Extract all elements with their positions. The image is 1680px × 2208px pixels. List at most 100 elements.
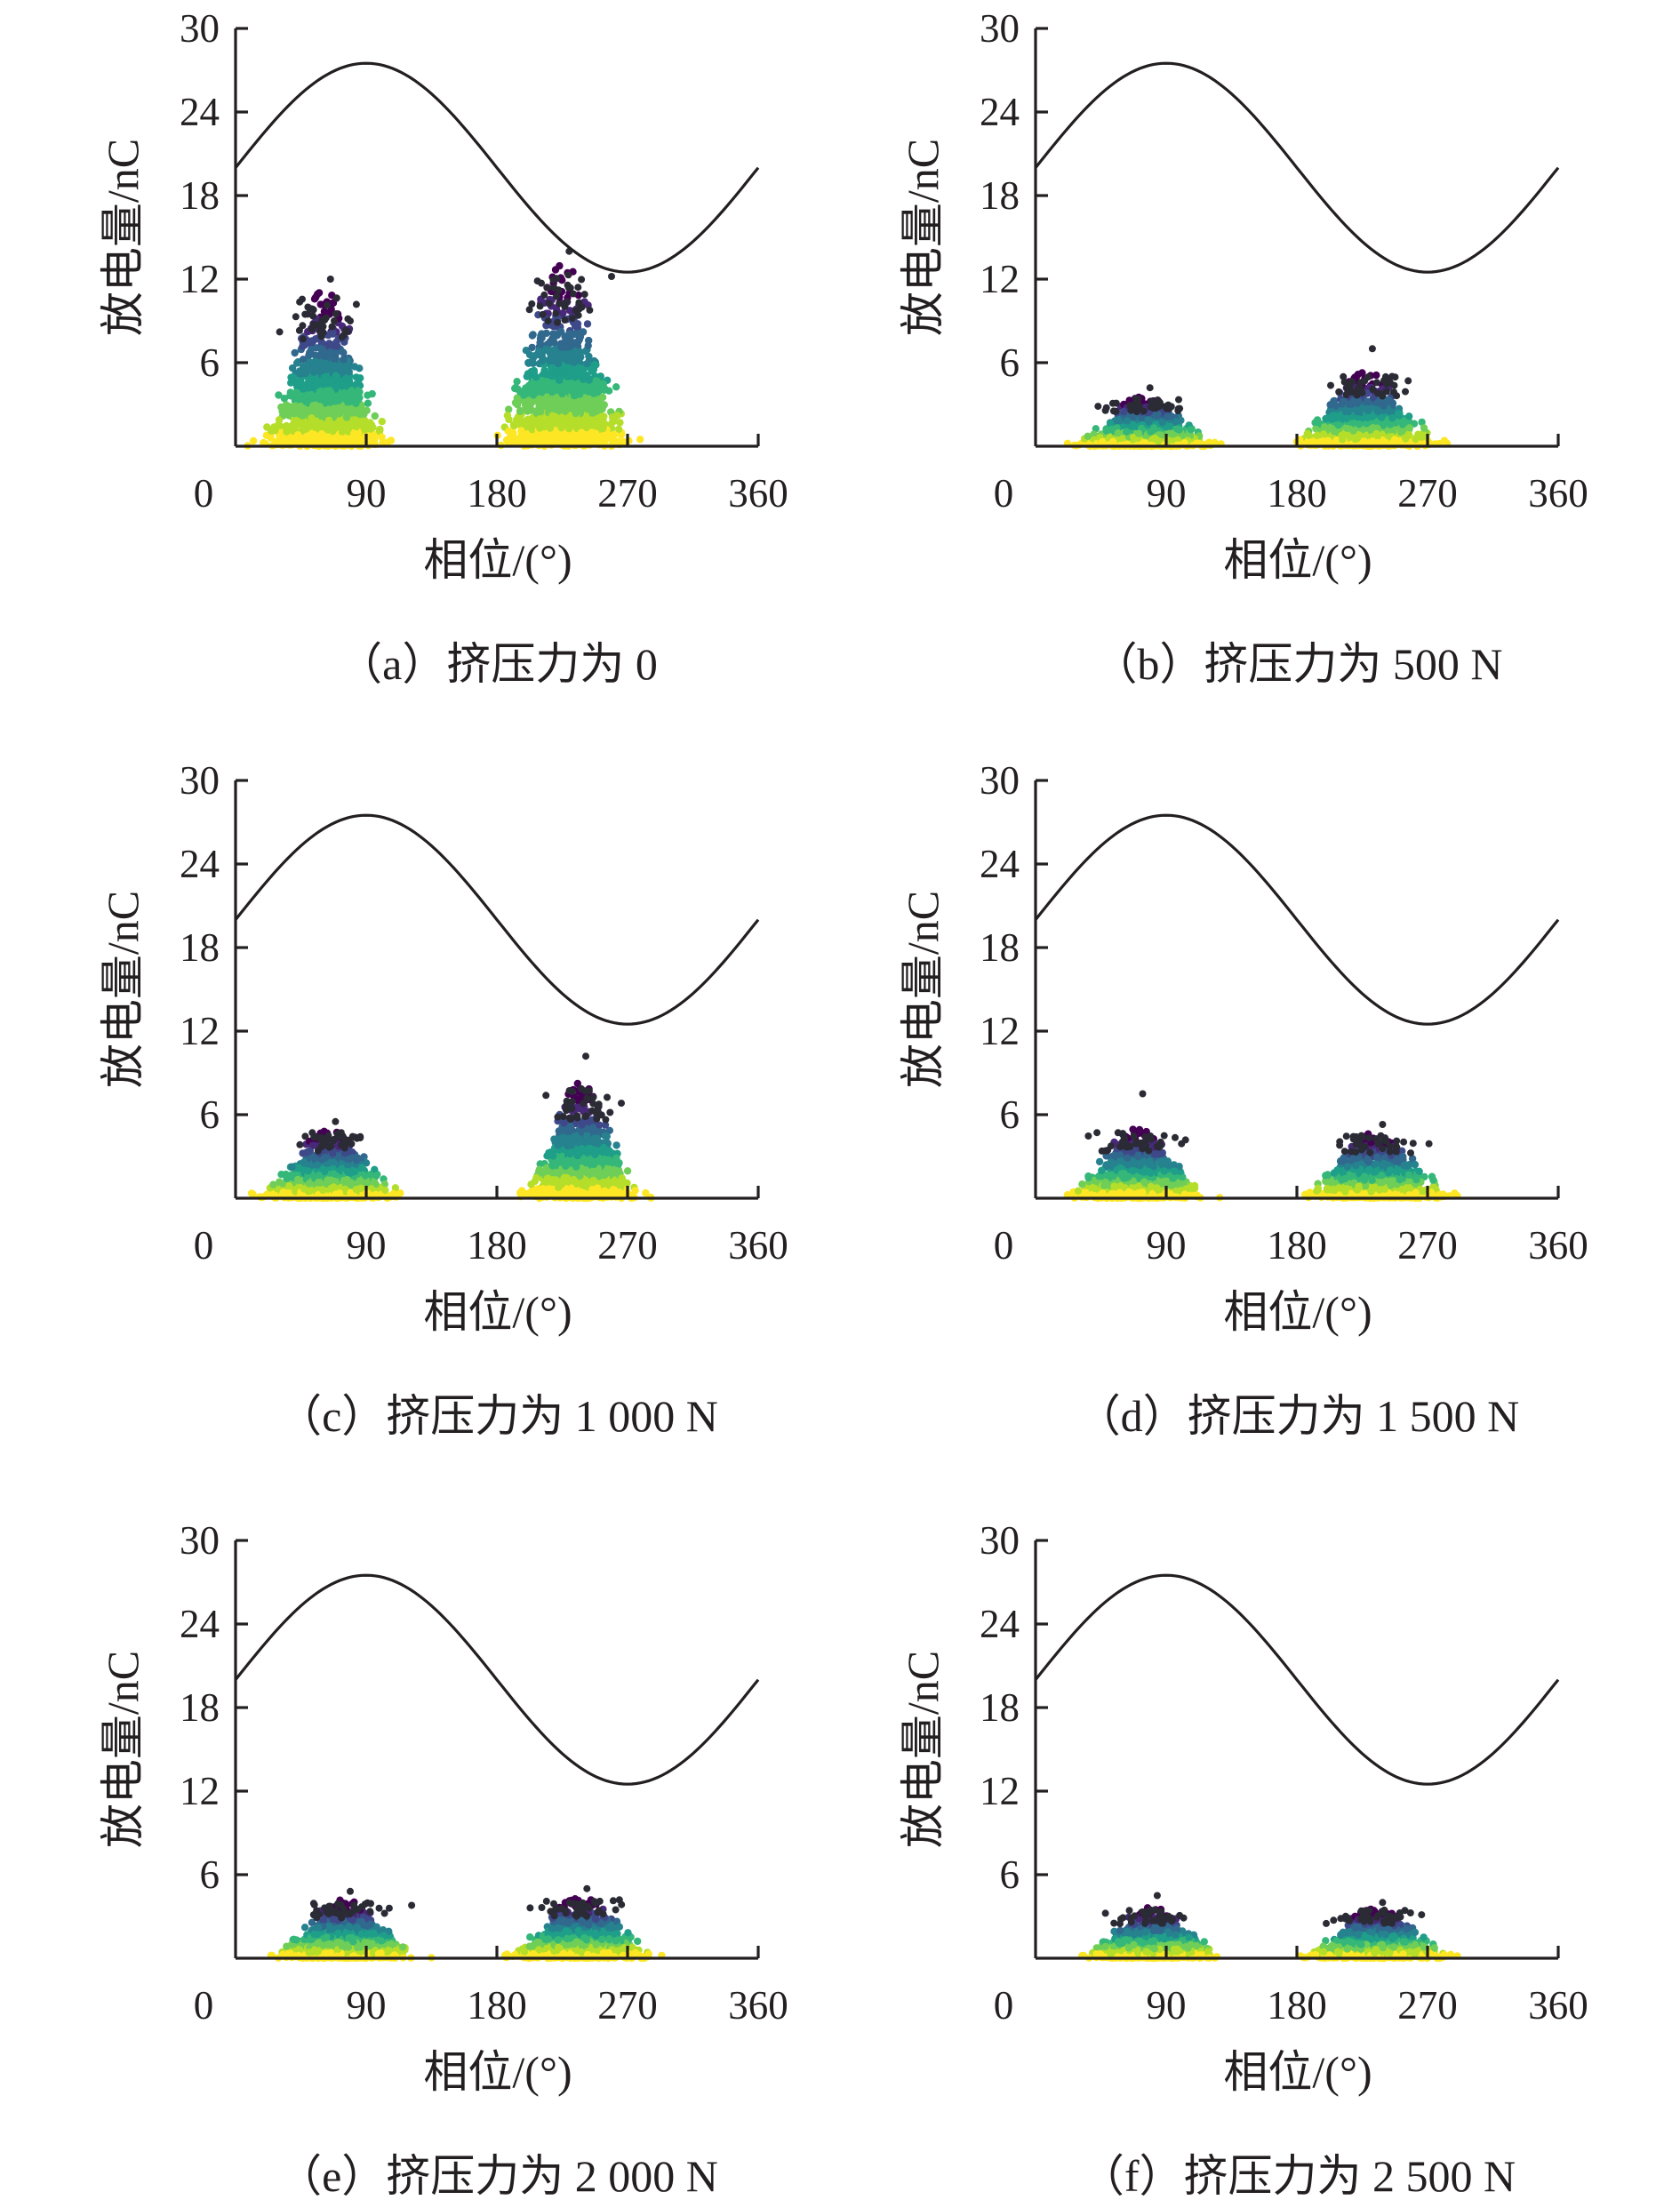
- data-point: [513, 378, 521, 386]
- data-point: [584, 341, 592, 350]
- panel-caption: （a）挤压力为 0: [338, 639, 658, 689]
- data-point: [316, 403, 324, 411]
- data-point: [332, 294, 340, 302]
- data-point: [551, 266, 560, 274]
- data-point: [580, 384, 588, 392]
- data-point: [364, 391, 372, 399]
- data-point: [356, 411, 364, 419]
- data-point: [1175, 396, 1182, 404]
- data-point: [556, 416, 564, 424]
- peak-point: [1146, 384, 1154, 392]
- data-point: [335, 395, 343, 404]
- data-point: [587, 430, 595, 438]
- data-point: [578, 303, 586, 311]
- data-point: [536, 424, 544, 432]
- data-point: [324, 301, 332, 309]
- data-point: [563, 372, 572, 380]
- data-point: [539, 356, 547, 365]
- data-point: [1084, 432, 1092, 440]
- data-point: [322, 314, 330, 322]
- data-point: [304, 384, 313, 392]
- discharge-cluster: [1063, 384, 1225, 451]
- data-point: [1134, 429, 1143, 437]
- data-point: [594, 382, 602, 390]
- data-point: [1114, 429, 1123, 437]
- data-point: [1109, 407, 1117, 415]
- reference-sine-curve: [234, 61, 760, 274]
- data-point: [322, 372, 331, 380]
- data-point: [596, 436, 604, 444]
- data-point: [313, 321, 321, 329]
- data-point: [574, 338, 582, 346]
- data-point: [568, 315, 576, 323]
- data-point: [299, 335, 307, 343]
- data-point: [293, 431, 302, 439]
- data-point: [1108, 425, 1116, 434]
- data-point: [332, 372, 341, 381]
- data-point: [338, 333, 346, 341]
- data-point: [371, 412, 379, 420]
- data-point: [600, 412, 608, 420]
- data-point: [344, 327, 352, 335]
- data-point: [608, 273, 615, 280]
- data-point: [341, 381, 349, 390]
- data-point: [532, 373, 540, 381]
- data-point: [1161, 403, 1169, 411]
- data-point: [559, 340, 567, 348]
- data-point: [558, 389, 566, 398]
- data-point: [528, 332, 537, 340]
- data-point: [533, 277, 541, 285]
- data-point: [536, 407, 544, 416]
- data-point: [339, 348, 348, 356]
- data-point: [296, 402, 305, 411]
- data-point: [527, 399, 535, 408]
- data-point: [538, 330, 546, 338]
- data-point: [1130, 422, 1138, 430]
- data-point: [312, 293, 320, 301]
- data-point: [275, 391, 283, 399]
- data-point: [564, 436, 573, 444]
- data-point: [555, 286, 563, 294]
- data-point: [367, 424, 375, 432]
- data-point: [317, 430, 326, 438]
- discharge-cluster: [244, 276, 396, 451]
- data-point: [1172, 418, 1180, 426]
- data-point: [347, 317, 354, 325]
- data-point: [342, 413, 351, 421]
- data-point: [356, 364, 364, 372]
- data-point: [378, 418, 386, 426]
- x-tick-label: 90: [347, 471, 387, 516]
- data-point: [577, 428, 586, 436]
- data-point: [331, 317, 338, 324]
- data-point: [354, 387, 362, 395]
- data-point: [328, 396, 336, 405]
- data-point: [557, 327, 565, 336]
- x-tick-label: 360: [728, 471, 788, 516]
- data-point: [578, 276, 586, 284]
- data-point: [364, 399, 372, 407]
- data-point: [587, 418, 596, 426]
- data-point: [544, 380, 553, 388]
- data-point: [249, 436, 258, 445]
- data-point: [528, 300, 536, 308]
- data-point: [561, 316, 569, 324]
- data-point: [557, 424, 565, 432]
- data-point: [561, 303, 569, 310]
- data-point: [556, 376, 564, 384]
- data-point: [1094, 403, 1102, 411]
- data-point: [553, 433, 562, 441]
- data-point: [609, 431, 617, 439]
- data-point: [574, 311, 582, 319]
- data-point: [552, 309, 560, 317]
- y-tick-label: 30: [180, 6, 220, 51]
- data-point: [614, 437, 622, 445]
- data-point: [546, 422, 555, 430]
- data-point: [314, 436, 322, 445]
- data-point: [1187, 426, 1195, 434]
- data-point: [538, 348, 547, 356]
- data-point: [1174, 404, 1182, 412]
- data-point: [522, 416, 531, 425]
- data-point: [1151, 435, 1159, 443]
- data-point: [583, 359, 591, 368]
